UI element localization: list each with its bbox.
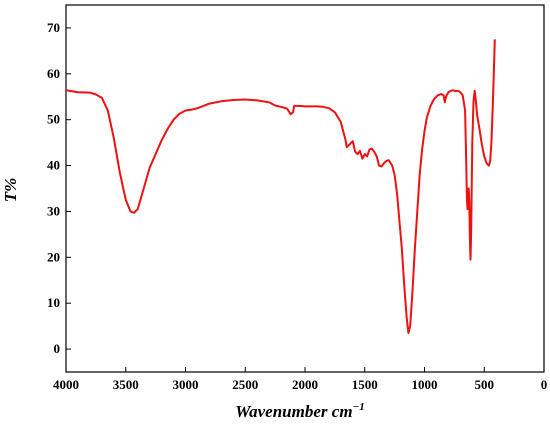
x-tick-label: 2500: [232, 377, 258, 392]
x-tick-label: 1000: [412, 377, 438, 392]
x-tick-label: 4000: [53, 377, 79, 392]
x-axis-title-superscript: −1: [353, 401, 365, 413]
x-axis-title: Wavenumber cm−1: [235, 401, 364, 421]
y-tick-label: 30: [47, 203, 60, 218]
y-axis-title: T%: [1, 178, 20, 203]
y-tick-label: 10: [47, 295, 60, 310]
y-tick-label: 50: [47, 112, 60, 127]
x-tick-label: 3500: [113, 377, 139, 392]
x-tick-label: 2000: [292, 377, 318, 392]
y-tick-label: 20: [47, 249, 60, 264]
x-tick-label: 1500: [352, 377, 378, 392]
y-tick-label: 40: [47, 158, 60, 173]
x-axis: 4000 3500 3000 2500 2000 1500 1000 500 0: [53, 367, 547, 392]
y-tick-label: 60: [47, 66, 60, 81]
x-tick-label: 0: [541, 377, 548, 392]
y-tick-label: 70: [47, 20, 60, 35]
spectrum-line: [65, 39, 496, 334]
y-axis: 0 10 20 30 40 50 60 70: [47, 20, 71, 356]
x-tick-label: 500: [475, 377, 495, 392]
x-tick-label: 3000: [173, 377, 199, 392]
y-tick-label: 0: [54, 341, 61, 356]
